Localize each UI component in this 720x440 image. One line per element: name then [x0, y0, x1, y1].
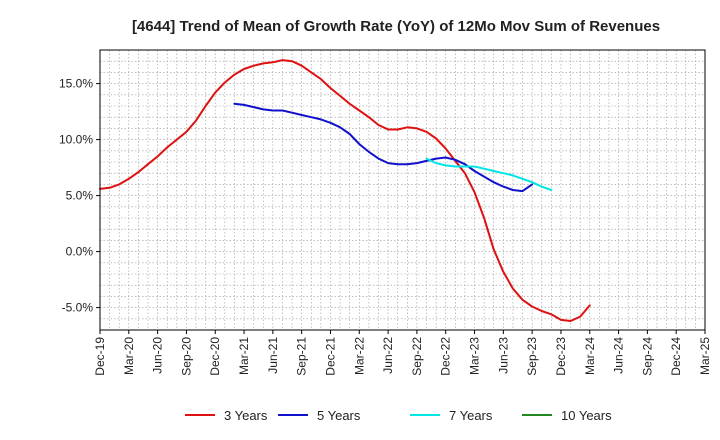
y-tick-label: 0.0% — [66, 245, 94, 259]
x-tick-label: Dec-21 — [323, 337, 337, 376]
x-tick-label: Mar-22 — [352, 337, 366, 375]
series-group — [99, 59, 591, 322]
x-tick-label: Dec-20 — [208, 337, 222, 376]
y-tick-label: 5.0% — [66, 189, 94, 203]
x-tick-label: Sep-22 — [410, 337, 424, 376]
x-tick-label: Dec-19 — [93, 337, 107, 376]
x-tick-label: Sep-20 — [179, 337, 193, 376]
chart-title: [4644] Trend of Mean of Growth Rate (YoY… — [132, 18, 660, 35]
series-line-5-years — [233, 102, 534, 193]
x-tick-label: Jun-23 — [496, 337, 510, 374]
legend-label-10-years: 10 Years — [561, 408, 612, 423]
x-tick-label: Sep-21 — [295, 337, 309, 376]
x-tick-label: Mar-25 — [698, 337, 712, 375]
y-axis-ticks: -5.0% 0.0% 5.0% 10.0% 15.0% — [59, 77, 100, 315]
x-tick-label: Dec-23 — [554, 337, 568, 376]
plot-frame — [99, 49, 706, 331]
y-tick-label: -5.0% — [62, 301, 94, 315]
x-tick-label: Sep-23 — [525, 337, 539, 376]
legend-label-3-years: 3 Years — [224, 408, 268, 423]
legend-label-7-years: 7 Years — [449, 408, 493, 423]
x-tick-label: Mar-20 — [122, 337, 136, 375]
legend-label-5-years: 5 Years — [317, 408, 361, 423]
series-line-3-years — [99, 59, 591, 322]
legend: 3 Years 5 Years 7 Years 10 Years — [185, 408, 612, 423]
y-tick-label: 10.0% — [59, 133, 93, 147]
series-line-7-years — [425, 157, 553, 191]
x-tick-label: Jun-21 — [266, 337, 280, 374]
x-tick-label: Mar-23 — [468, 337, 482, 375]
grid — [100, 49, 705, 331]
x-tick-label: Jun-24 — [612, 337, 626, 374]
x-tick-label: Mar-21 — [237, 337, 251, 375]
x-tick-label: Jun-20 — [151, 337, 165, 374]
y-tick-label: 15.0% — [59, 77, 93, 91]
x-tick-label: Jun-22 — [381, 337, 395, 374]
x-tick-label: Sep-24 — [640, 337, 654, 376]
x-tick-label: Mar-24 — [583, 337, 597, 375]
x-tick-label: Dec-24 — [669, 337, 683, 376]
x-tick-label: Dec-22 — [439, 337, 453, 376]
x-axis-ticks: Dec-19 Mar-20 Jun-20 Sep-20 Dec-20 Mar-21 Jun-… — [93, 330, 712, 376]
